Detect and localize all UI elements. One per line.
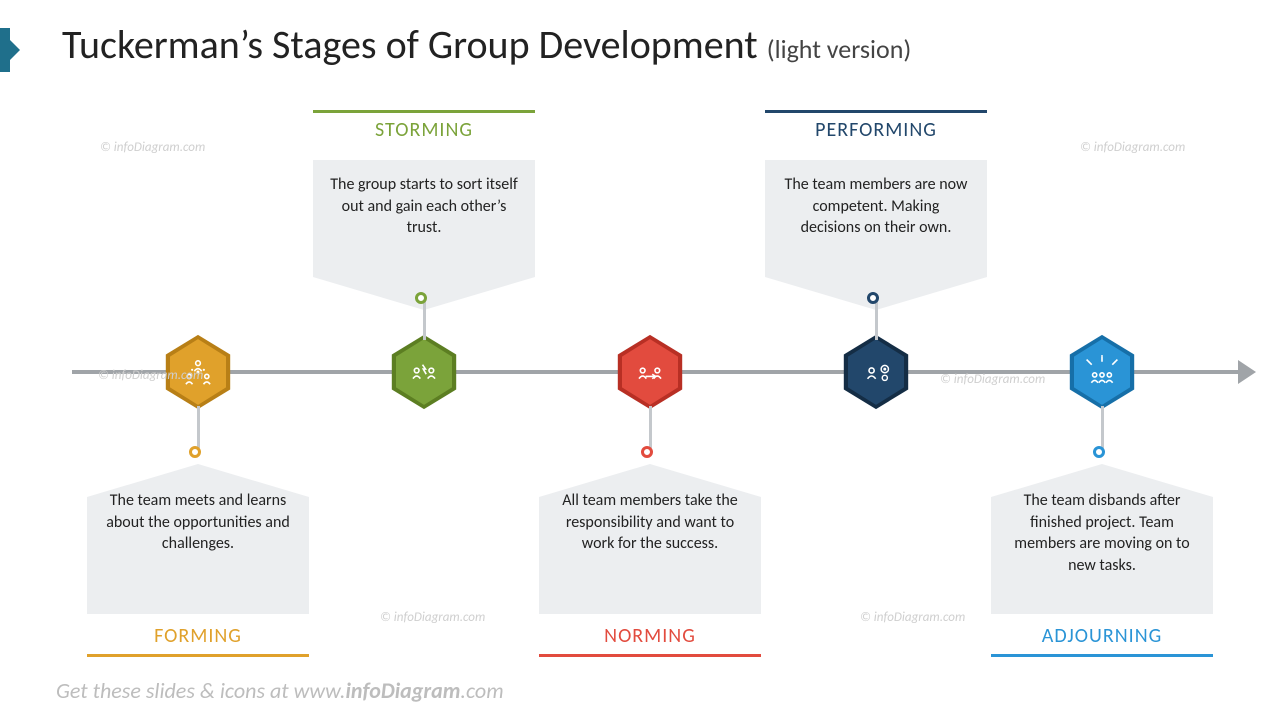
label-performing: PERFORMING [765,118,987,142]
card-body: The team disbands after finished project… [1014,491,1189,575]
connector [649,406,652,448]
timeline-arrowhead-icon [1238,360,1256,384]
hex-adjourning-icon [1067,332,1137,412]
rule [765,110,987,113]
label-storming: STORMING [313,118,535,142]
page-title: Tuckerman’s Stages of Group Development … [62,20,911,69]
watermark: © infoDiagram.com [860,610,965,625]
connector [423,300,426,340]
hex-performing-icon [841,332,911,412]
footer-site-c: .com [460,677,503,704]
card-adjourning: The team disbands after finished project… [991,464,1213,614]
card-body: All team members take the responsibility… [562,491,737,553]
label-norming: NORMING [539,624,761,648]
watermark: © infoDiagram.com [1080,140,1185,155]
watermark: © infoDiagram.com [100,140,205,155]
footer-site-a: www. [294,677,346,704]
connector-dot-icon [867,292,879,304]
connector-dot-icon [189,446,201,458]
title-sub: (light version) [767,33,912,65]
label-forming: FORMING [87,624,309,648]
card-norming: All team members take the responsibility… [539,464,761,614]
footer-site-b: infoDiagram [345,677,460,704]
watermark: © infoDiagram.com [380,610,485,625]
card-body: The team members are now competent. Maki… [785,175,968,237]
hex-forming-icon [163,332,233,412]
card-performing: The team members are now competent. Maki… [765,160,987,310]
hex-norming-icon [615,332,685,412]
rule [991,654,1213,657]
connector [1101,406,1104,448]
card-body: The team meets and learns about the oppo… [106,491,290,553]
rule [539,654,761,657]
connector-dot-icon [415,292,427,304]
card-forming: The team meets and learns about the oppo… [87,464,309,614]
connector [197,406,200,448]
label-adjourning: ADJOURNING [991,624,1213,648]
title-main: Tuckerman’s Stages of Group Development [62,20,758,69]
footer-prefix: Get these slides & icons at [56,677,294,704]
watermark: © infoDiagram.com [940,372,1045,387]
accent-bar [0,28,10,72]
rule [87,654,309,657]
footer-credit: Get these slides & icons at www.infoDiag… [56,677,504,704]
connector-dot-icon [641,446,653,458]
rule [313,110,535,113]
card-storming: The group starts to sort itself out and … [313,160,535,310]
connector-dot-icon [1093,446,1105,458]
hex-storming-icon [389,332,459,412]
connector [875,300,878,340]
card-body: The group starts to sort itself out and … [330,175,518,237]
